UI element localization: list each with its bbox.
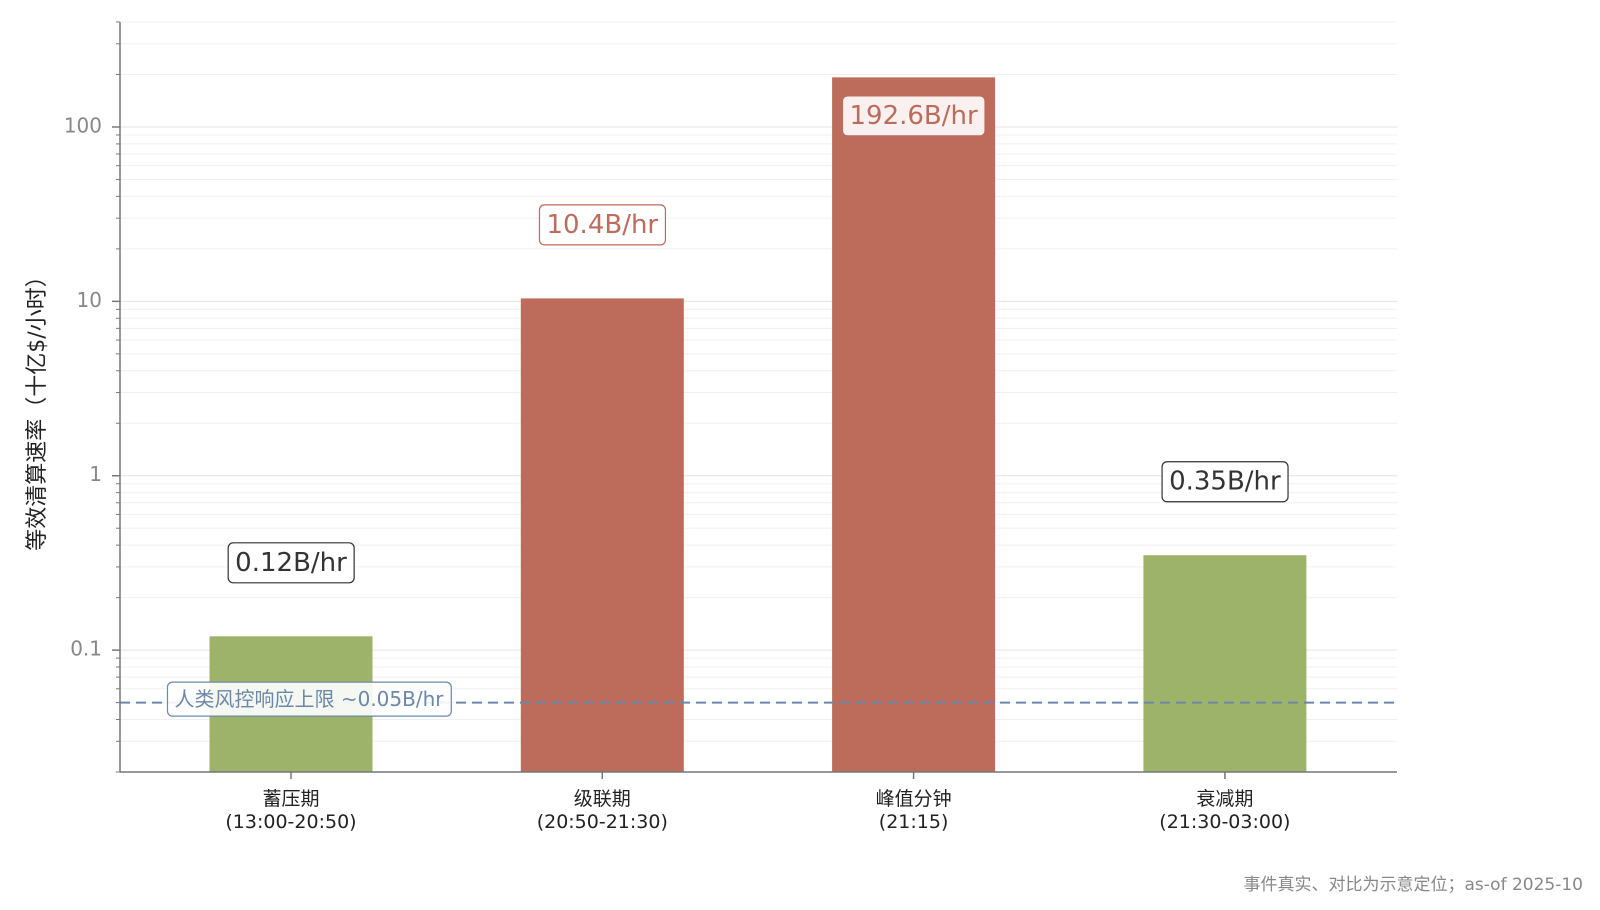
- x-tick-label: 蓄压期 (13:00-20:50): [225, 788, 357, 833]
- x-tick-label: 级联期 (20:50-21:30): [536, 788, 668, 833]
- bar: [520, 298, 684, 772]
- reference-label: 人类风控响应上限 ~0.05B/hr: [174, 687, 444, 711]
- y-tick-label: 1: [89, 462, 102, 486]
- value-label: 10.4B/hr: [546, 210, 658, 240]
- y-tick-label: 0.1: [70, 637, 102, 661]
- reference-label-box: [166, 681, 452, 717]
- x-tick-label: 峰值分钟 (21:15): [875, 788, 952, 833]
- bar: [1143, 555, 1307, 772]
- footnote: 事件真实、对比为示意定位；as-of 2025-10: [1243, 875, 1583, 895]
- bar: [832, 77, 996, 773]
- y-tick-label: 10: [77, 288, 102, 312]
- value-label: 0.35B/hr: [1169, 467, 1281, 497]
- value-label-box: [841, 95, 986, 137]
- value-label-group: 192.6B/hr: [841, 95, 986, 137]
- value-label: 192.6B/hr: [849, 101, 978, 131]
- y-axis-label: 等效清算速率（十亿$/小时）: [25, 265, 50, 550]
- value-label-box: [1161, 461, 1289, 503]
- value-label-box: [227, 542, 355, 584]
- value-label-group: 10.4B/hr: [538, 204, 667, 246]
- value-label-box: [538, 204, 667, 246]
- reference-label-group: 人类风控响应上限 ~0.05B/hr: [166, 681, 452, 717]
- x-tick-label: 衰减期 (21:30-03:00): [1159, 788, 1291, 833]
- value-label-group: 0.12B/hr: [227, 542, 355, 584]
- y-tick-label: 100: [64, 113, 102, 137]
- value-label: 0.12B/hr: [235, 548, 347, 578]
- value-label-group: 0.35B/hr: [1161, 461, 1289, 503]
